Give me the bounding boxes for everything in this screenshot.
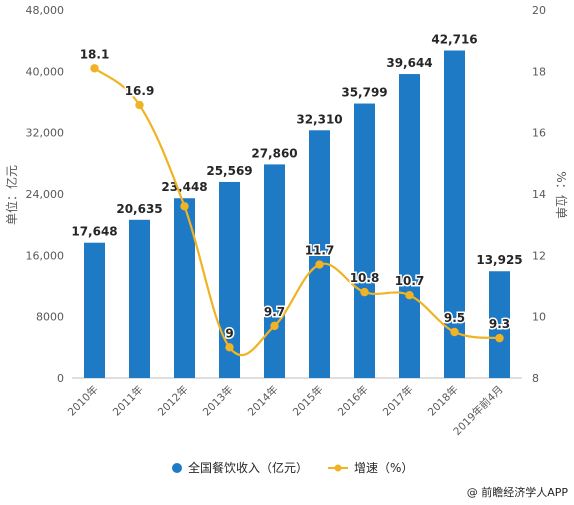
line-value-halo: 9 [225, 326, 233, 340]
left-axis-title: 单位：亿元 [4, 165, 19, 225]
line-value-label: 9.59.5 [442, 310, 466, 327]
line-value-halo: 9.5 [444, 311, 465, 325]
right-tick-label: 20 [532, 4, 546, 17]
line-value-label: 16.916.9 [123, 83, 156, 100]
bar [129, 219, 150, 378]
line-series [93, 67, 500, 357]
right-axis: 8 10 12 14 16 18 20 [532, 4, 546, 385]
line-value-text: 18.1 [80, 47, 110, 61]
x-tick-label: 2014年 [245, 383, 281, 419]
x-tick-label: 2013年 [200, 383, 236, 419]
bar [399, 74, 420, 378]
x-tick-label: 2018年 [425, 383, 461, 419]
bar [309, 130, 330, 378]
right-tick-label: 12 [532, 249, 546, 262]
bar-value-label: 27,860 [251, 146, 297, 160]
bar [264, 164, 285, 378]
legend-line-dot [334, 464, 342, 472]
left-tick-label: 0 [57, 372, 64, 385]
line-value-halo: 9.7 [264, 305, 285, 319]
left-axis: 0 8000 16,000 24,000 32,000 40,000 48,000 [26, 4, 65, 385]
line-labels: 18.118.1 16.916.9 99 9.79.7 11.711.7 10.810.8… [78, 46, 511, 342]
bar [84, 242, 105, 378]
left-tick-label: 24,000 [26, 188, 65, 201]
line-value-label: 9.79.7 [262, 303, 286, 320]
bar [174, 198, 195, 378]
right-tick-label: 14 [532, 188, 546, 201]
line-value-label: 18.118.1 [78, 46, 111, 63]
x-tick-label: 2012年 [155, 383, 191, 419]
legend: 全国餐饮收入（亿元） 增速（%） [172, 460, 413, 475]
line-value-text: 10.8 [350, 271, 380, 285]
line-value-label: 99 [224, 325, 235, 342]
bar-value-label: 20,635 [116, 202, 162, 216]
bar-value-label: 17,648 [71, 225, 117, 239]
line-value-halo: 11.7 [305, 244, 335, 258]
x-axis: 2010年 2011年 2012年 2013年 2014年 2015年 2016年 2017年… [65, 383, 506, 438]
line-value-label: 10.710.7 [393, 273, 426, 290]
source-credit: @ 前瞻经济学人APP [467, 485, 569, 499]
line-value-text: 11.7 [305, 244, 335, 258]
bar [444, 50, 465, 378]
line-value-label: 10.810.8 [348, 270, 381, 287]
line-value-halo: 16.9 [125, 84, 155, 98]
left-tick-label: 40,000 [26, 65, 65, 78]
bar-value-label: 25,569 [206, 164, 252, 178]
line-value-label: 11.711.7 [303, 242, 336, 259]
line-value-text: 9 [225, 326, 233, 340]
bar-value-label: 39,644 [386, 56, 432, 70]
bar-value-label: 35,799 [341, 86, 387, 100]
bar-labels: 17,648 20,635 23,448 25,569 27,860 32,310 35,7… [71, 33, 522, 268]
bar-value-label: 32,310 [296, 112, 342, 126]
line-value-label: 9.39.3 [487, 316, 511, 333]
right-axis-title: %：位单 [554, 171, 569, 218]
line-point [450, 327, 459, 337]
left-tick-label: 8000 [36, 311, 64, 324]
line-point [135, 100, 144, 110]
line-value-halo: 10.8 [350, 271, 380, 285]
line-point [270, 321, 279, 331]
x-tick-label: 2016年 [335, 383, 371, 419]
bar-value-label: 13,925 [476, 253, 522, 267]
x-tick-label: 2017年 [380, 383, 416, 419]
left-tick-label: 32,000 [26, 127, 65, 140]
line-point [90, 64, 99, 73]
bar [219, 181, 240, 378]
line-value-text: 10.7 [395, 274, 425, 288]
line-value-text: 9.7 [264, 305, 285, 319]
line-point [360, 287, 369, 297]
left-tick-label: 16,000 [26, 249, 65, 262]
right-tick-label: 10 [532, 311, 546, 324]
x-tick-label: 2015年 [290, 383, 326, 419]
line-value-text: 16.9 [125, 84, 155, 98]
right-tick-label: 16 [532, 127, 546, 140]
line-points [90, 64, 504, 352]
left-tick-label: 48,000 [26, 4, 65, 17]
line-value-halo: 10.7 [395, 274, 425, 288]
legend-line-label: 增速（%） [354, 461, 413, 475]
bar [489, 271, 510, 378]
line-point [180, 202, 189, 211]
line-value-text: 9.3 [489, 317, 510, 331]
bar [354, 103, 375, 378]
line-value-text: 9.5 [444, 311, 465, 325]
legend-bar-swatch [172, 463, 182, 473]
x-tick-label: 2011年 [110, 383, 146, 419]
x-tick-label: 2010年 [65, 383, 101, 419]
line-point [225, 343, 234, 352]
bar-value-label: 42,716 [431, 33, 477, 47]
right-tick-label: 18 [532, 65, 546, 78]
bar-value-label: 23,448 [161, 180, 207, 194]
right-tick-label: 8 [532, 372, 539, 385]
line-value-halo: 18.1 [80, 47, 110, 61]
line-point [495, 333, 504, 343]
line-point [405, 291, 414, 300]
legend-bar-label: 全国餐饮收入（亿元） [188, 460, 308, 475]
line-value-halo: 9.3 [489, 317, 510, 331]
bar-series [84, 50, 510, 378]
line-point [315, 260, 324, 269]
